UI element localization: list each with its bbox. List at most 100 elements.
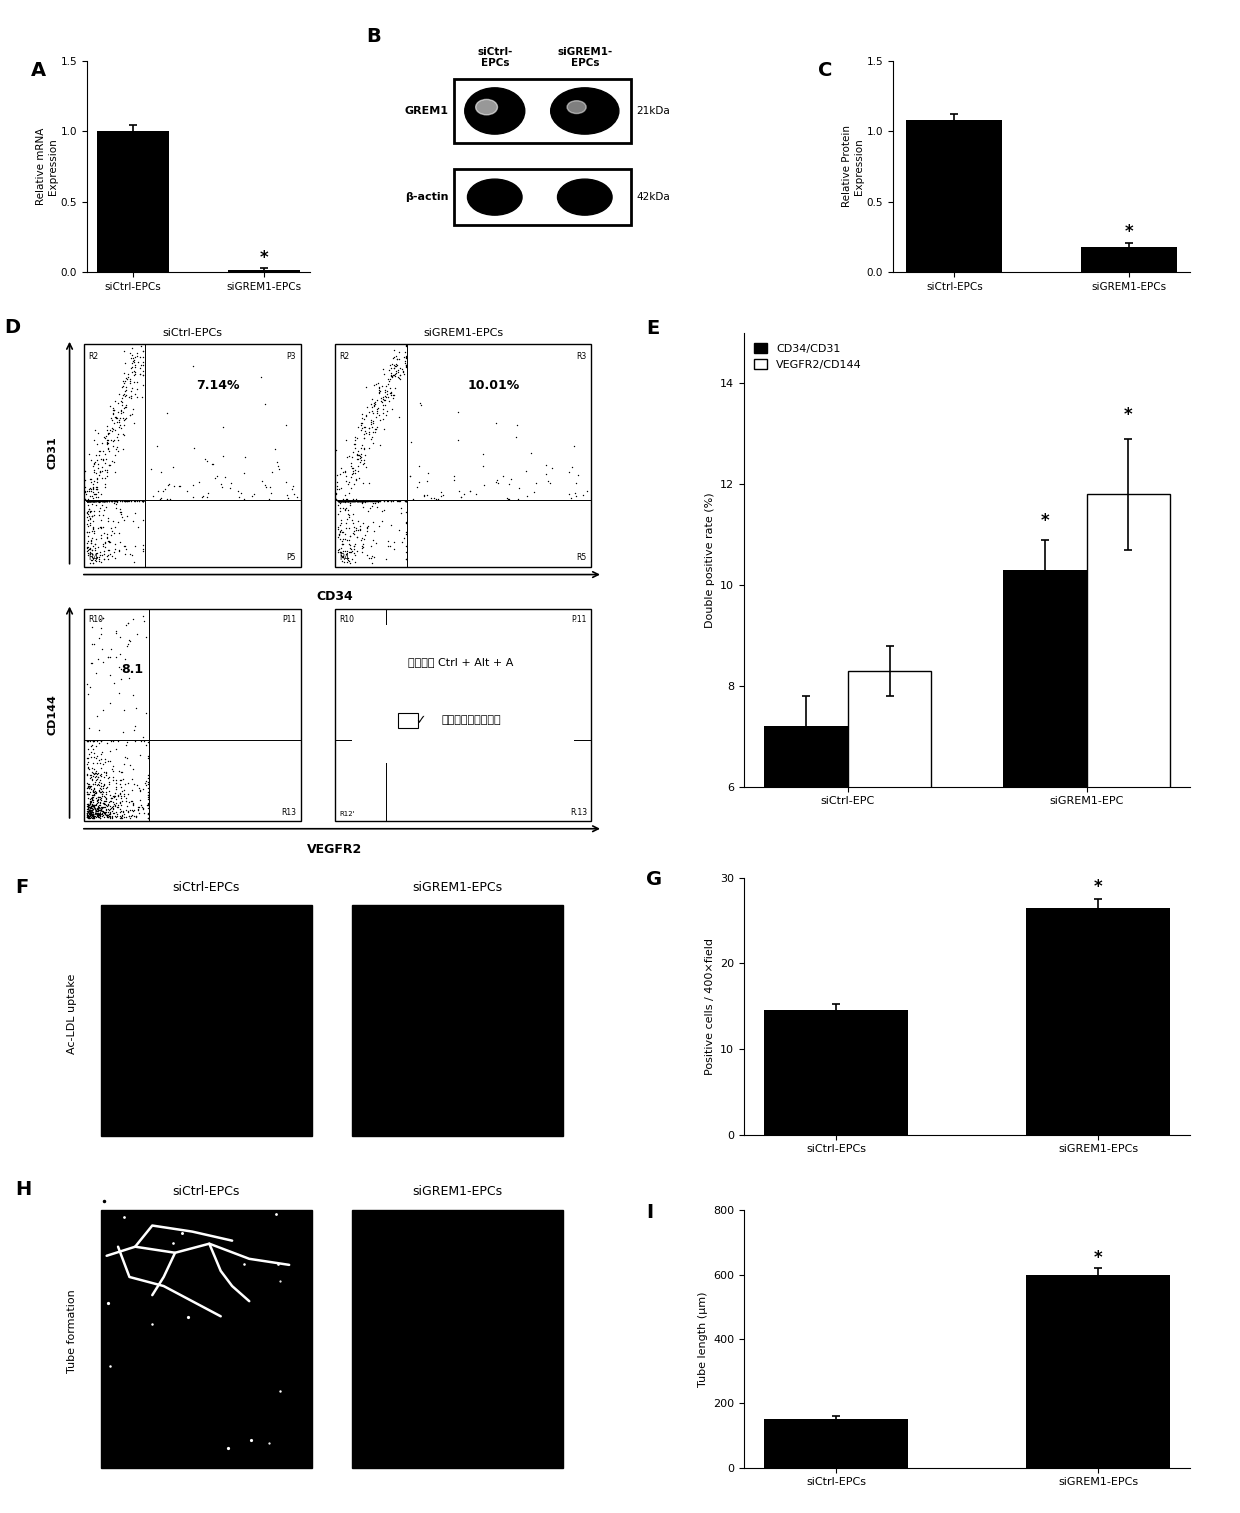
Point <box>136 769 156 793</box>
Point <box>79 716 99 740</box>
Point <box>123 791 143 816</box>
Point <box>78 803 98 828</box>
Point <box>341 464 361 489</box>
Point <box>396 548 415 572</box>
Point <box>383 386 403 410</box>
Text: P3: P3 <box>286 353 296 362</box>
Point <box>92 522 112 546</box>
Point <box>255 392 275 416</box>
Point <box>334 528 353 552</box>
Point <box>98 530 118 554</box>
Point <box>120 369 140 393</box>
Point <box>353 451 373 475</box>
Point <box>113 489 133 513</box>
Point <box>330 489 350 513</box>
Point <box>353 510 373 534</box>
Point <box>105 781 125 805</box>
Point <box>138 793 157 817</box>
Point <box>330 540 350 564</box>
Point <box>97 760 117 784</box>
Point <box>134 489 154 513</box>
Point <box>86 489 105 513</box>
Point <box>392 531 412 555</box>
Point <box>84 805 104 829</box>
Point <box>82 767 102 791</box>
Point <box>332 489 352 513</box>
Point <box>112 779 131 803</box>
Point <box>259 487 279 511</box>
Point <box>352 402 372 427</box>
Point <box>109 760 129 784</box>
Point <box>98 421 118 445</box>
Point <box>357 543 377 567</box>
Point <box>342 461 362 486</box>
Point <box>88 486 108 510</box>
Point <box>88 452 108 477</box>
Point <box>112 803 131 828</box>
Point <box>379 534 399 558</box>
Point <box>84 793 104 817</box>
Point <box>382 351 402 375</box>
Point <box>219 477 239 501</box>
Point <box>391 363 410 387</box>
Point <box>123 396 143 421</box>
Point <box>340 528 360 552</box>
Point <box>362 415 382 439</box>
Point <box>92 489 112 513</box>
Point <box>396 353 415 377</box>
Point <box>351 517 371 542</box>
Point <box>86 770 105 794</box>
Point <box>331 508 351 533</box>
Point <box>363 395 383 419</box>
Point <box>78 755 98 779</box>
Point <box>109 681 129 705</box>
Point <box>91 622 110 646</box>
Point <box>329 489 348 513</box>
Point <box>118 611 138 635</box>
Point <box>425 487 445 511</box>
Point <box>105 537 125 561</box>
Point <box>351 445 371 469</box>
Point <box>79 743 99 767</box>
Point <box>362 387 382 412</box>
Point <box>81 797 100 822</box>
Point <box>87 779 107 803</box>
Point <box>103 489 123 513</box>
Point <box>343 489 363 513</box>
Point <box>332 533 352 557</box>
Point <box>115 648 135 672</box>
Point <box>330 461 350 486</box>
Point <box>83 489 103 513</box>
Point <box>109 530 129 554</box>
Point <box>79 537 99 561</box>
Point <box>78 489 98 513</box>
Point <box>98 545 118 569</box>
Point <box>124 551 144 575</box>
Point <box>93 448 113 472</box>
Point <box>363 489 383 513</box>
Point <box>120 806 140 831</box>
Point <box>118 632 138 657</box>
Point <box>391 489 410 513</box>
Point <box>79 802 99 826</box>
Point <box>105 776 125 800</box>
Point <box>124 363 144 387</box>
Text: R10: R10 <box>340 616 355 625</box>
Ellipse shape <box>467 179 522 215</box>
Point <box>352 405 372 430</box>
Point <box>82 548 102 572</box>
Text: siCtrl-EPCs: siCtrl-EPCs <box>172 881 241 894</box>
Point <box>337 507 357 531</box>
Point <box>83 451 103 475</box>
Point <box>362 489 382 513</box>
Point <box>336 489 356 513</box>
Point <box>91 788 110 812</box>
Point <box>343 460 363 484</box>
Point <box>409 454 429 478</box>
Point <box>89 439 109 463</box>
Point <box>97 525 117 549</box>
Point <box>77 805 97 829</box>
Point <box>87 489 107 513</box>
Point <box>339 481 358 505</box>
Point <box>236 445 255 469</box>
